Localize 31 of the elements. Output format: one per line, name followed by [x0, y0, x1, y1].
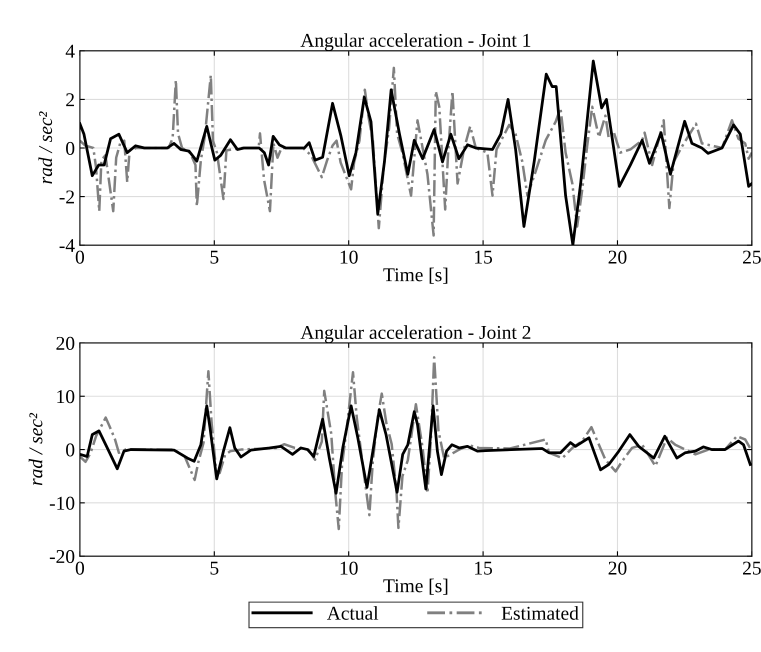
y-tick-label: 0	[66, 443, 74, 456]
y-tick-label: 10	[57, 390, 74, 404]
legend-label: Actual	[326, 606, 378, 620]
x-tick-label: 15	[475, 562, 492, 575]
y-tick-label: -2	[60, 190, 74, 204]
x-tick-label: 15	[475, 250, 492, 264]
x-axis-title: Time [s]	[383, 578, 448, 595]
x-tick-label: 25	[743, 562, 761, 575]
chart-title: Angular acceleration - Joint 2	[300, 325, 530, 343]
x-tick-label: 25	[743, 250, 761, 264]
x-axis-title: Time [s]	[383, 268, 448, 284]
y-axis-title: rad / sec²	[28, 412, 42, 486]
x-tick-label: 0	[76, 562, 84, 575]
x-tick-label: 5	[210, 250, 218, 264]
line-series	[80, 356, 752, 530]
y-axis-title: rad / sec²	[38, 111, 52, 184]
legend-label: Estimated	[502, 606, 579, 620]
chart-title: Angular acceleration - Joint 1	[300, 33, 530, 51]
x-tick-label: 10	[340, 250, 358, 264]
x-tick-label: 20	[608, 562, 626, 575]
y-tick-label: -20	[50, 550, 74, 564]
y-tick-label: -10	[50, 496, 74, 510]
y-tick-label: -4	[60, 239, 75, 252]
y-tick-label: 4	[66, 44, 75, 58]
x-tick-label: 0	[76, 250, 84, 264]
y-tick-label: 0	[66, 142, 74, 155]
x-tick-label: 10	[340, 562, 358, 575]
y-tick-label: 2	[66, 93, 74, 106]
y-tick-label: 20	[56, 336, 74, 350]
x-tick-label: 5	[210, 562, 218, 575]
x-tick-label: 20	[608, 250, 626, 264]
